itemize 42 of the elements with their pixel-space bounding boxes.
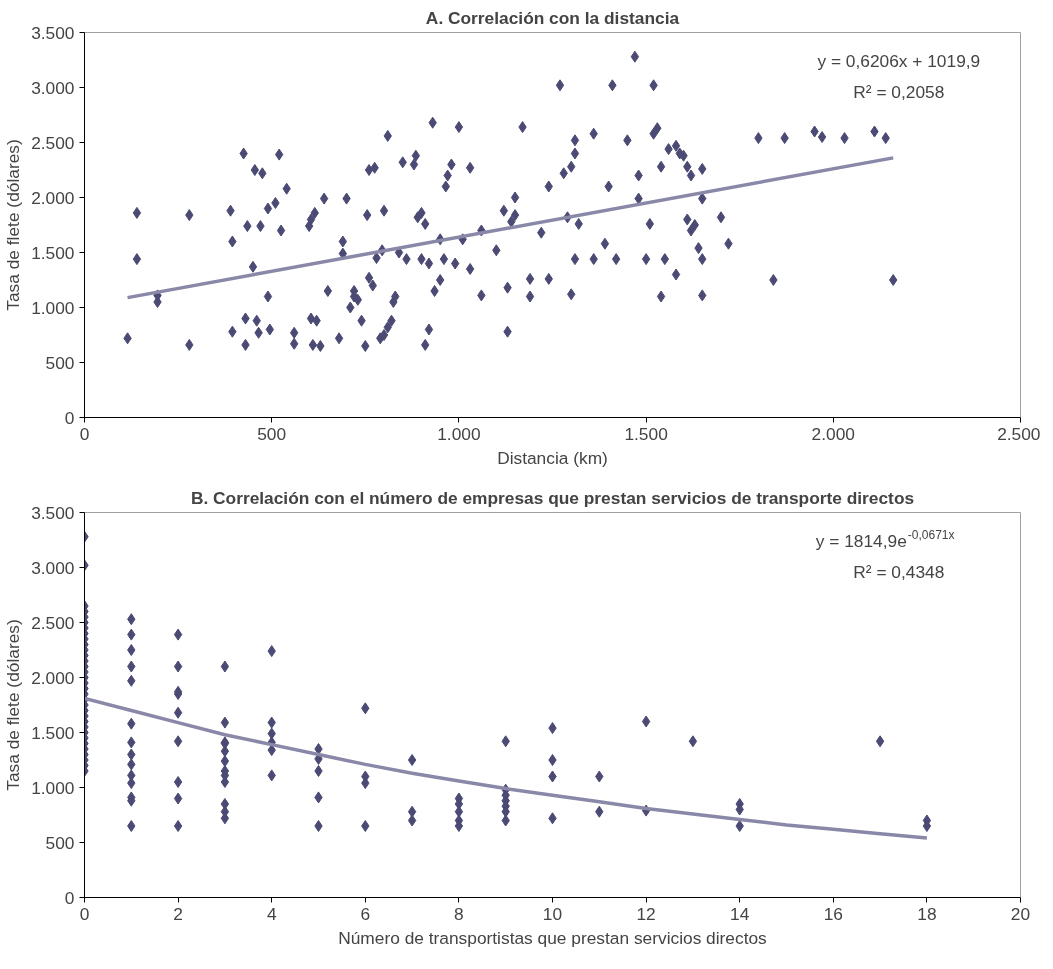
x-tick-label: 18 xyxy=(917,903,937,924)
x-tick-label: 2.000 xyxy=(811,423,855,444)
y-tick-label: 3.500 xyxy=(31,502,75,523)
y-tick-label: 1.000 xyxy=(31,777,75,798)
x-tick-label: 2 xyxy=(173,903,183,924)
x-tick-label: 2.500 xyxy=(997,423,1041,444)
y-tick-label: 500 xyxy=(45,832,75,853)
y-axis-title: Tasa de flete (dólares) xyxy=(3,619,24,791)
x-tick-label: 1.500 xyxy=(624,423,668,444)
y-tick-label: 1.500 xyxy=(31,722,75,743)
x-tick-label: 10 xyxy=(542,903,563,924)
chart-title: A. Correlación con la distancia xyxy=(425,7,680,28)
y-tick-label: 2.000 xyxy=(31,187,75,208)
x-tick-label: 8 xyxy=(454,903,464,924)
x-tick-label: 12 xyxy=(636,903,656,924)
x-axis-title: Número de transportistas que prestan servicios directos xyxy=(338,927,768,948)
x-tick-label: 6 xyxy=(360,903,371,924)
x-tick-label: 16 xyxy=(823,903,843,924)
y-tick-label: 0 xyxy=(64,887,75,908)
annotation: R² = 0,4348 xyxy=(853,561,945,582)
y-tick-label: 1.000 xyxy=(31,297,75,318)
chart-title: B. Correlación con el número de empresas que prestan servicios de transporte directos xyxy=(190,487,915,508)
x-tick-label: 500 xyxy=(257,423,287,444)
annotation: R² = 0,2058 xyxy=(853,81,945,102)
x-tick-label: 0 xyxy=(79,903,90,924)
y-tick-label: 3.000 xyxy=(31,557,75,578)
x-axis-title: Distancia (km) xyxy=(497,447,608,468)
x-tick-label: 4 xyxy=(266,903,277,924)
y-tick-label: 2.500 xyxy=(31,132,75,153)
y-axis-title: Tasa de flete (dólares) xyxy=(3,139,24,311)
x-tick-label: 1.000 xyxy=(437,423,481,444)
y-tick-label: 2.500 xyxy=(31,612,75,633)
x-tick-label: 20 xyxy=(1010,903,1031,924)
y-tick-label: 3.000 xyxy=(31,77,75,98)
y-tick-label: 1.500 xyxy=(31,242,75,263)
y-tick-label: 3.500 xyxy=(31,22,75,43)
y-tick-label: 2.000 xyxy=(31,667,75,688)
y-tick-label: 0 xyxy=(64,407,75,428)
x-tick-label: 14 xyxy=(730,903,750,924)
x-tick-label: 0 xyxy=(79,423,90,444)
annotation: y = 0,6206x + 1019,9 xyxy=(817,51,981,71)
y-tick-label: 500 xyxy=(45,352,75,373)
